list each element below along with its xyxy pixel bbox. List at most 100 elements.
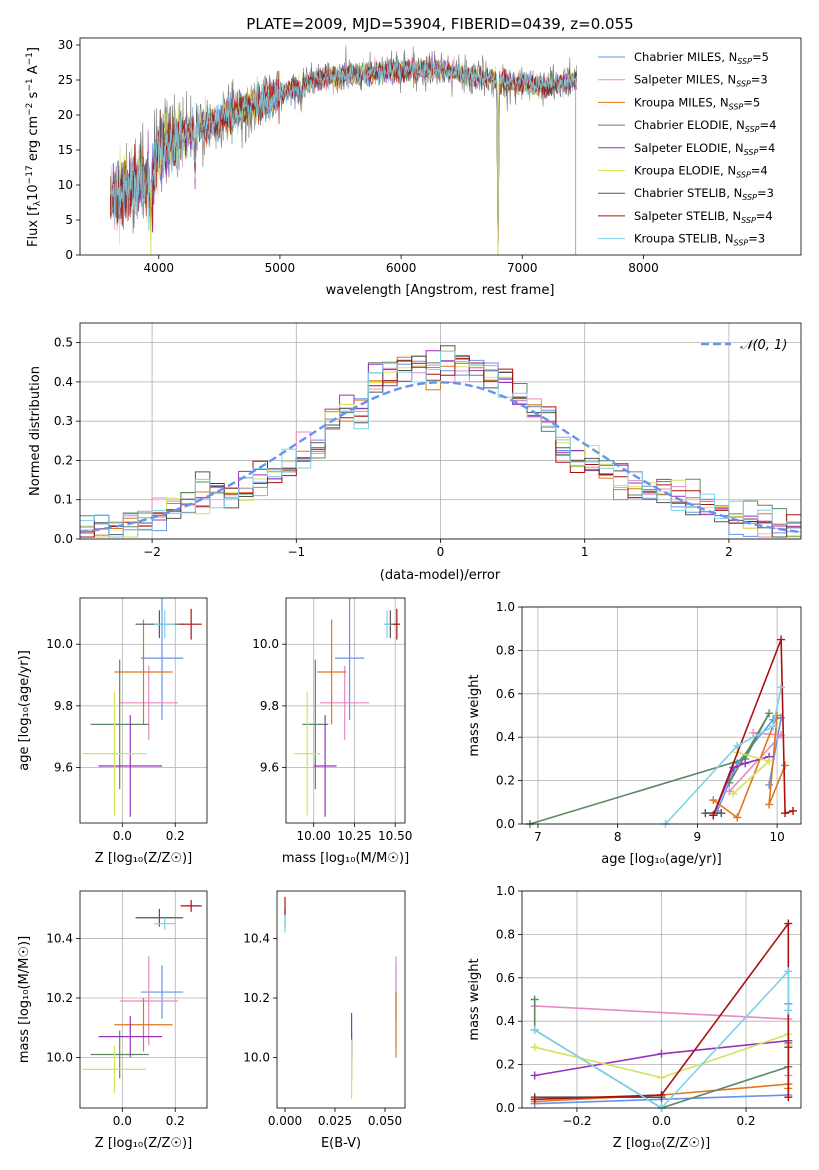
y-axis-label: mass [log₁₀(M/M☉)] xyxy=(17,936,32,1063)
legend-label: Chabrier MILES, NSSP=5 xyxy=(634,50,769,66)
y-tick-label: 10 xyxy=(58,178,73,192)
legend-subscript: SSP xyxy=(741,216,756,225)
legend-nssp-value: =3 xyxy=(748,232,765,246)
legend-series-name: Kroupa MILES, N xyxy=(634,95,729,109)
x-tick-label: 0.2 xyxy=(166,1114,185,1128)
weight-line-salpeter-stelib xyxy=(712,639,794,816)
weight-marker-kroupa-stelib xyxy=(769,722,778,731)
x-tick-label: 0.050 xyxy=(368,1114,402,1128)
weight-line-chabrier-elodie xyxy=(529,712,770,825)
weight-plot-area xyxy=(530,919,793,1112)
y-axis-label: mass weight xyxy=(467,674,482,756)
x-axis-label: E(B-V) xyxy=(321,1136,361,1151)
y-axis-label-part: −1 xyxy=(25,52,35,65)
weight-marker-kroupa-elodie xyxy=(765,757,774,766)
y-tick-label: 10.2 xyxy=(46,991,73,1005)
legend-series-name: Kroupa ELODIE, N xyxy=(634,164,736,178)
y-tick-label: 9.6 xyxy=(260,761,279,775)
weight-marker-kroupa-elodie xyxy=(729,789,738,798)
weight-marker-salpeter-stelib xyxy=(709,811,718,820)
x-tick-label: −1 xyxy=(287,545,305,559)
x-tick-label: 0.025 xyxy=(318,1114,352,1128)
weight-marker-kroupa-miles xyxy=(733,813,742,822)
legend-nssp-value: =4 xyxy=(760,118,777,132)
y-tick-label: 0.0 xyxy=(496,1101,515,1115)
axes-frame xyxy=(276,890,406,1109)
legend-nssp-value: =5 xyxy=(752,50,769,64)
model-line-kroupa-stelib xyxy=(109,52,577,250)
x-tick-label: 0.0 xyxy=(652,1114,671,1128)
x-tick-label: 10 xyxy=(769,830,784,844)
x-tick-label: 0 xyxy=(437,545,445,559)
mass-vs-metallicity-panel: 0.0 0.2 10.0 10.2 10.4 Z [log₁₀(Z/Z☉)] mass [l… xyxy=(17,890,208,1151)
legend-series-name: Salpeter MILES, N xyxy=(634,73,736,87)
y-tick-label: 9.8 xyxy=(54,699,73,713)
y-axis-label-part: erg cm xyxy=(26,116,41,165)
weight-marker-kroupa-stelib xyxy=(784,1006,793,1015)
weight-marker-salpeter-stelib xyxy=(530,1095,539,1104)
y-tick-label: 20 xyxy=(58,108,73,122)
legend-subscript: SSP xyxy=(736,171,751,180)
axes-frame xyxy=(521,890,802,1109)
y-tick-label: 0.6 xyxy=(496,971,515,985)
weight-marker-salpeter-elodie xyxy=(741,759,750,768)
axes-frame xyxy=(79,597,208,824)
legend-nssp-value: =4 xyxy=(756,209,773,223)
mass-vs-ebv-panel: 0.000 0.025 0.050 10.0 10.2 10.4 E(B-V) xyxy=(243,890,406,1151)
x-tick-label: 8000 xyxy=(628,261,659,275)
y-tick-label: 15 xyxy=(58,143,73,157)
y-axis-label-part: λ xyxy=(33,200,43,206)
y-tick-label: 0.6 xyxy=(496,687,515,701)
weight-marker-kroupa-miles xyxy=(709,796,718,805)
y-tick-label: 0.4 xyxy=(496,1014,515,1028)
weight-marker-salpeter-stelib xyxy=(777,635,786,644)
y-tick-label: 9.8 xyxy=(260,699,279,713)
y-tick-label: 0.8 xyxy=(496,643,515,657)
x-tick-label: 8 xyxy=(614,830,622,844)
legend-label: Salpeter STELIB, NSSP=4 xyxy=(634,209,773,225)
legend-series-name: Chabrier STELIB, N xyxy=(634,186,742,200)
legend-nssp-value: =5 xyxy=(743,95,760,109)
legend-series-name: Kroupa STELIB, N xyxy=(634,232,734,246)
x-tick-label: 4000 xyxy=(143,261,174,275)
legend-series-name: Salpeter ELODIE, N xyxy=(634,141,744,155)
residuals-plot-area xyxy=(80,345,801,538)
errorbar-plot-area xyxy=(82,598,202,817)
legend-label: Chabrier STELIB, NSSP=3 xyxy=(634,186,774,202)
weight-marker-chabrier-stelib xyxy=(717,809,726,818)
weight-line-kroupa-miles xyxy=(712,715,786,819)
x-axis-label: age [log₁₀(age/yr)] xyxy=(601,852,722,867)
y-tick-label: 0.2 xyxy=(54,453,73,467)
weight-marker-kroupa-stelib xyxy=(784,967,793,976)
y-tick-label: 0.3 xyxy=(54,414,73,428)
figure-title: PLATE=2009, MJD=53904, FIBERID=0439, z=0… xyxy=(246,15,633,33)
weight-marker-kroupa-miles xyxy=(773,711,782,720)
x-tick-label: 5000 xyxy=(265,261,296,275)
y-axis-label-part: Flux [f xyxy=(26,206,41,247)
x-axis-label: wavelength [Angstrom, rest frame] xyxy=(326,283,555,298)
x-tick-label: −0.2 xyxy=(562,1114,591,1128)
x-axis-label: (data-model)/error xyxy=(380,568,501,583)
weight-marker-salpeter-stelib xyxy=(789,806,798,815)
x-tick-label: −2 xyxy=(143,545,161,559)
y-tick-label: 0.5 xyxy=(54,336,73,350)
weight-line-kroupa-stelib xyxy=(664,687,782,825)
axes-frame xyxy=(79,322,802,540)
x-tick-label: 0.000 xyxy=(268,1114,302,1128)
weight-marker-kroupa-stelib xyxy=(733,741,742,750)
weight-marker-chabrier-miles xyxy=(765,780,774,789)
weight-line-kroupa-stelib xyxy=(534,969,790,1110)
weight-marker-kroupa-miles xyxy=(781,761,790,770)
y-tick-label: 10.0 xyxy=(252,637,279,651)
x-tick-label: 0.0 xyxy=(113,1114,132,1128)
x-tick-label: 10.00 xyxy=(297,829,331,843)
weight-marker-kroupa-miles xyxy=(765,800,774,809)
y-tick-label: 0 xyxy=(65,248,73,262)
x-tick-label: 0.2 xyxy=(736,1114,755,1128)
weight-marker-salpeter-stelib xyxy=(784,1093,793,1102)
y-axis-label-part: ] xyxy=(26,47,41,52)
weight-marker-kroupa-elodie xyxy=(530,1043,539,1052)
y-axis-label: Normed distribution xyxy=(28,366,43,496)
weight-marker-salpeter-stelib xyxy=(784,919,793,928)
weight-marker-salpeter-elodie xyxy=(657,1049,666,1058)
